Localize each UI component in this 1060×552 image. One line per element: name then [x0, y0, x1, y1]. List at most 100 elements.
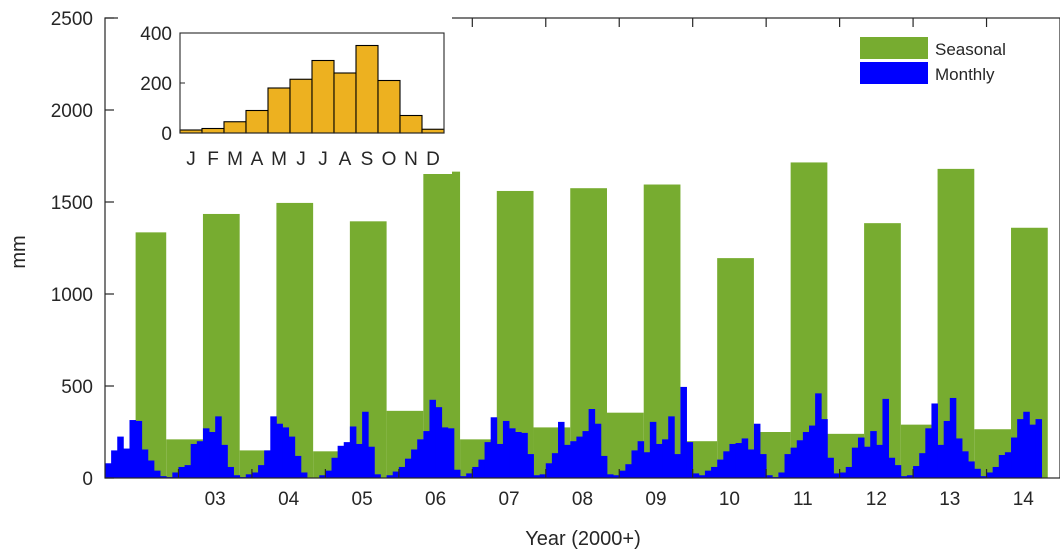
monthly-bar: [319, 475, 326, 478]
monthly-bar: [325, 470, 332, 478]
monthly-bar: [631, 450, 638, 478]
x-tick-label: 06: [425, 489, 446, 510]
monthly-bar: [662, 439, 669, 478]
monthly-bar: [453, 469, 461, 478]
monthly-bar: [509, 428, 516, 478]
monthly-bar: [747, 449, 755, 478]
monthly-bar: [282, 427, 290, 478]
monthly-bar: [876, 444, 883, 478]
monthly-bar: [625, 464, 632, 478]
monthly-bar: [784, 454, 792, 478]
monthly-bar: [258, 465, 265, 478]
monthly-bar: [992, 466, 1000, 478]
monthly-bar: [1017, 419, 1024, 478]
monthly-bar: [484, 442, 492, 478]
monthly-bar: [600, 455, 608, 478]
monthly-bar: [386, 475, 394, 478]
monthly-bar: [521, 432, 528, 478]
monthly-bar: [778, 472, 785, 478]
monthly-bar: [135, 420, 143, 478]
monthly-bar: [368, 446, 375, 478]
monthly-bar: [1023, 411, 1030, 478]
monthly-bar: [686, 442, 694, 478]
y-tick-label: 500: [61, 377, 93, 398]
monthly-bar: [276, 423, 283, 478]
monthly-bar: [735, 443, 743, 478]
monthly-bar: [729, 443, 736, 478]
monthly-bar: [894, 465, 902, 478]
monthly-bar: [637, 441, 645, 478]
monthly-bar: [949, 397, 957, 478]
inset-bar: [311, 59, 335, 134]
monthly-bar: [460, 476, 467, 478]
monthly-bar: [355, 443, 363, 478]
monthly-bar: [221, 444, 228, 478]
inset-x-tick-label: F: [207, 149, 219, 170]
monthly-bar: [1011, 437, 1018, 478]
monthly-bar: [919, 453, 926, 478]
plot-frame: [104, 17, 1060, 479]
monthly-bar: [423, 431, 430, 478]
monthly-bar: [447, 428, 455, 478]
monthly-bar: [839, 472, 847, 478]
main-bars: [105, 162, 1048, 479]
monthly-bar: [123, 448, 130, 478]
monthly-bar: [160, 476, 167, 478]
monthly-bar: [643, 452, 651, 478]
inset-x-tick-label: D: [426, 149, 440, 170]
monthly-bar: [925, 428, 932, 478]
monthly-bar: [527, 454, 534, 478]
inset-bar: [223, 121, 247, 134]
inset-x-tick-label: S: [361, 149, 374, 170]
monthly-bar: [233, 475, 241, 478]
seasonal-bar: [864, 223, 901, 478]
monthly-bar: [502, 420, 510, 478]
inset-bar: [289, 78, 313, 134]
monthly-bar: [913, 466, 920, 478]
monthly-bar: [857, 437, 865, 478]
monthly-bar: [741, 438, 749, 478]
monthly-bar: [931, 403, 938, 478]
monthly-bar: [429, 399, 436, 478]
monthly-bar: [588, 409, 596, 478]
inset-x-tick-label: A: [251, 149, 264, 170]
inset-bar: [421, 128, 445, 134]
monthly-bar: [343, 442, 351, 478]
x-tick-label: 11: [793, 489, 813, 510]
monthly-bar: [674, 454, 681, 478]
monthly-bar: [288, 436, 296, 478]
monthly-bar: [202, 428, 210, 478]
monthly-bar: [882, 398, 889, 478]
x-tick-label: 03: [205, 489, 226, 510]
monthly-bar: [888, 457, 896, 478]
monthly-bar: [619, 470, 626, 478]
legend: Seasonal Monthly: [857, 34, 1053, 90]
inset-x-tick-label: M: [271, 149, 287, 170]
x-axis-label: Year (2000+): [525, 528, 640, 550]
monthly-bar: [270, 416, 277, 478]
monthly-bar: [190, 443, 198, 478]
monthly-bar: [998, 455, 1006, 478]
x-tick-label: 14: [1013, 489, 1035, 510]
monthly-bar: [698, 475, 706, 478]
inset-bar: [399, 114, 423, 134]
monthly-bar: [264, 450, 271, 478]
monthly-bar: [172, 472, 179, 478]
monthly-bar: [570, 441, 577, 478]
monthly-bar: [141, 449, 149, 478]
monthly-bar: [411, 449, 418, 478]
monthly-bar: [845, 466, 853, 478]
monthly-bar: [478, 459, 485, 478]
monthly-bar: [117, 436, 124, 478]
monthly-bar: [337, 445, 345, 478]
monthly-bar: [704, 470, 712, 478]
monthly-bar: [802, 432, 810, 478]
legend-swatch-seasonal: [860, 37, 928, 59]
monthly-bar: [441, 427, 449, 478]
monthly-bar: [496, 443, 504, 478]
inset-bar: [333, 72, 357, 134]
inset-y-tick-label: 200: [140, 74, 172, 95]
